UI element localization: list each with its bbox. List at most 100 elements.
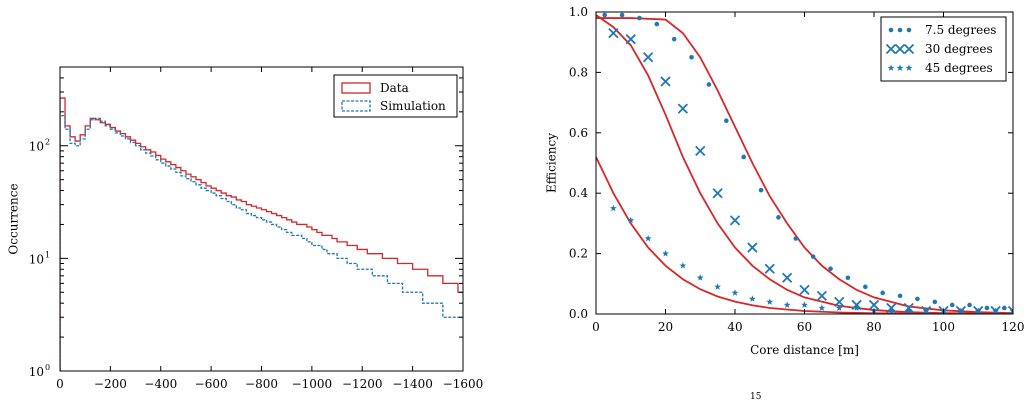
point-7-5-degrees — [828, 266, 833, 272]
point-7-5-degrees — [932, 299, 938, 305]
point-45-degrees — [644, 234, 652, 242]
right-axis-ticks — [595, 11, 1014, 315]
right-legend: 7.5 degrees 30 degrees 45 degrees — [880, 16, 1007, 82]
y-tick-label: 0.6 — [569, 126, 588, 140]
point-45-degrees — [818, 304, 826, 311]
efficiency-chart: 0 20 40 60 80 100 120 0.0 0.2 0.4 0.6 0.8 1.0 Core … — [545, 5, 1025, 357]
y-tick-label: 0.0 — [569, 307, 588, 321]
occurrence-histogram-chart: 0 −200 −400 −600 −800 −1000 −1200 −1400 −1600 10… — [7, 66, 483, 391]
point-30-degrees — [834, 296, 845, 308]
point-45-degrees — [696, 274, 704, 281]
y-tick-exponent: 2 — [45, 138, 50, 147]
series-simulation-step — [60, 114, 463, 371]
x-tick-label: 0 — [592, 320, 600, 334]
point-30-degrees — [677, 103, 689, 114]
point-45-degrees — [887, 307, 895, 314]
point-7-5-degrees — [863, 284, 868, 290]
point-45-degrees — [783, 301, 791, 308]
point-30-degrees — [608, 28, 619, 39]
point-7-5-degrees — [949, 302, 955, 308]
point-45-degrees — [731, 289, 739, 296]
point-7-5-degrees — [845, 275, 851, 281]
legend-label-simulation: Simulation — [380, 99, 446, 113]
x-tick-label: 120 — [1002, 320, 1025, 334]
series-data-step — [60, 97, 463, 371]
legend-marker-45-degrees — [887, 64, 895, 71]
point-45-degrees — [905, 307, 913, 314]
right-y-tick-labels: 0.0 0.2 0.4 0.6 0.8 1.0 — [569, 5, 588, 321]
point-45-degrees — [609, 204, 617, 212]
point-7-5-degrees — [880, 290, 885, 296]
x-tick-label: −200 — [94, 377, 127, 391]
point-7-5-degrees — [897, 293, 903, 299]
legend-marker-45-degrees — [896, 64, 904, 71]
point-7-5-degrees — [637, 15, 642, 21]
right-x-axis-label: Core distance [m] — [750, 343, 859, 357]
x-tick-label: −1400 — [392, 377, 433, 391]
point-45-degrees — [766, 298, 774, 305]
point-7-5-degrees — [776, 215, 781, 220]
point-7-5-degrees — [758, 187, 764, 193]
point-45-degrees — [1009, 307, 1013, 314]
fit-curve-7-5-degrees — [596, 17, 1013, 314]
y-tick-label: 0.8 — [569, 65, 588, 79]
legend-swatch-simulation — [341, 100, 371, 112]
legend-swatch-data — [341, 82, 371, 94]
y-tick-label: 10 — [29, 140, 44, 154]
legend-label-7-5-degrees: 7.5 degrees — [925, 23, 996, 37]
y-tick-label: 10 — [29, 252, 44, 266]
left-x-tick-labels: 0 −200 −400 −600 −800 −1000 −1200 −1400 −1600 — [56, 377, 483, 391]
point-30-degrees — [868, 299, 880, 311]
point-45-degrees — [679, 262, 687, 269]
point-7-5-degrees — [671, 36, 677, 42]
fit-curve-45-degrees — [596, 156, 1013, 314]
point-45-degrees — [801, 301, 808, 308]
point-7-5-degrees — [689, 55, 694, 60]
left-y-axis-label: Occurrence — [7, 183, 21, 254]
point-7-5-degrees — [984, 305, 990, 311]
left-legend: Data Simulation — [333, 74, 458, 118]
point-30-degrees — [764, 263, 775, 274]
point-30-degrees — [799, 284, 810, 295]
point-7-5-degrees — [724, 118, 729, 124]
x-tick-label: −1600 — [443, 377, 484, 391]
fit-curve-30-degrees — [596, 14, 1013, 314]
y-tick-label: 0.4 — [569, 186, 588, 200]
point-7-5-degrees — [967, 302, 972, 308]
right-x-tick-labels: 0 20 40 60 80 100 120 — [592, 320, 1024, 334]
left-axis-ticks — [59, 66, 464, 372]
point-45-degrees — [835, 304, 843, 311]
point-45-degrees — [853, 304, 861, 311]
legend-marker-7-5-degrees — [897, 27, 903, 33]
x-tick-label: −1000 — [292, 377, 333, 391]
caption-fragment: 15 — [750, 392, 762, 401]
point-7-5-degrees — [602, 12, 607, 18]
y-tick-exponent: 0 — [45, 363, 50, 372]
point-45-degrees — [662, 250, 669, 257]
x-tick-label: 40 — [727, 320, 742, 334]
point-30-degrees — [695, 145, 706, 157]
point-7-5-degrees — [706, 82, 712, 87]
x-tick-label: 100 — [932, 320, 955, 334]
point-30-degrees — [781, 272, 793, 283]
point-30-degrees — [642, 52, 654, 63]
point-7-5-degrees — [810, 254, 816, 259]
point-7-5-degrees — [741, 154, 746, 160]
point-7-5-degrees — [793, 236, 799, 241]
y-tick-label: 10 — [29, 365, 44, 379]
point-7-5-degrees — [654, 21, 660, 27]
legend-marker-45-degrees — [905, 64, 913, 71]
point-45-degrees — [957, 307, 965, 314]
point-45-degrees — [992, 307, 1000, 314]
point-30-degrees — [625, 34, 636, 45]
point-7-5-degrees — [619, 12, 625, 18]
point-30-degrees — [660, 76, 671, 87]
point-45-degrees — [974, 307, 982, 314]
point-45-degrees — [922, 307, 930, 314]
x-tick-label: −600 — [195, 377, 228, 391]
x-tick-label: 20 — [658, 320, 673, 334]
x-tick-label: −1200 — [342, 377, 383, 391]
point-30-degrees — [712, 188, 723, 199]
legend-marker-30-degrees — [885, 43, 897, 55]
legend-label-data: Data — [380, 81, 409, 95]
